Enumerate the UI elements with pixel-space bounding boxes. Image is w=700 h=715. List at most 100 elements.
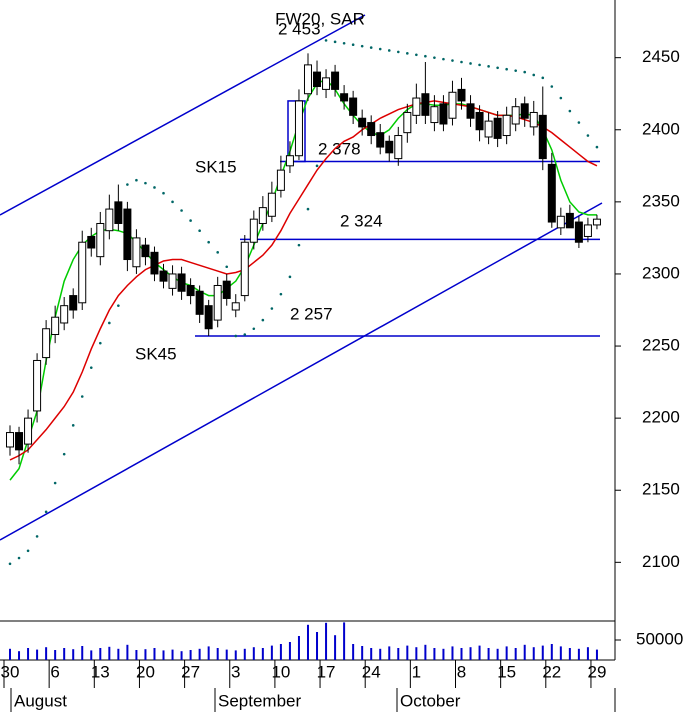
- candle-body: [186, 284, 195, 297]
- sar-dot: [478, 63, 481, 67]
- candle-body: [276, 169, 285, 191]
- sar-dot: [442, 57, 445, 61]
- candle-body: [51, 316, 60, 336]
- sar-dot: [532, 73, 536, 77]
- series-label: SK45: [135, 344, 177, 363]
- candle-body: [303, 64, 312, 95]
- x-tick-label: 22: [542, 662, 561, 681]
- candle-body: [168, 273, 177, 289]
- sar-dot: [351, 43, 355, 46]
- y-tick-label: 2100: [642, 552, 680, 571]
- volume-bar: [90, 650, 93, 660]
- volume-bar: [306, 624, 309, 660]
- candle-body: [24, 417, 33, 445]
- candle-body: [96, 222, 105, 258]
- month-label: August: [14, 691, 67, 710]
- volume-bar: [288, 642, 291, 660]
- volume-bar: [487, 648, 490, 660]
- month-label: September: [218, 691, 301, 710]
- sar-dot: [279, 292, 283, 296]
- volume-bar: [442, 648, 445, 660]
- candle-body: [457, 88, 466, 102]
- volume-bar: [577, 648, 580, 660]
- sar-dot: [252, 327, 256, 331]
- volume-bar: [198, 648, 201, 660]
- sar-dot: [315, 164, 319, 168]
- volume-bar: [550, 644, 553, 660]
- sar-dot: [297, 243, 301, 247]
- sar-dot: [135, 178, 138, 182]
- volume-bar: [370, 648, 373, 660]
- candle-body: [448, 91, 457, 119]
- sar-dot: [126, 183, 129, 186]
- sar-dot: [505, 67, 508, 71]
- candle-body: [502, 114, 511, 137]
- x-tick-label: 1: [412, 662, 421, 681]
- sar-dot: [8, 562, 12, 566]
- volume-bar: [514, 648, 517, 660]
- volume-bar: [45, 647, 48, 660]
- sar-dot: [99, 341, 102, 345]
- volume-bar: [171, 649, 174, 660]
- volume-bar: [27, 648, 30, 660]
- x-tick-label: 20: [136, 662, 155, 681]
- candle-body: [511, 106, 520, 125]
- candle-body: [240, 241, 249, 297]
- volume-bar: [261, 648, 264, 660]
- sar-dot: [53, 481, 57, 485]
- y-tick-label: 2150: [642, 480, 680, 499]
- sar-dot: [44, 510, 48, 514]
- sar-dot: [514, 69, 517, 72]
- volume-bar: [325, 622, 328, 660]
- volume-bar: [388, 646, 391, 660]
- x-tick-label: 30: [1, 662, 20, 681]
- candle-body: [466, 103, 475, 119]
- candle-body: [78, 241, 87, 304]
- level-label: 2 378: [318, 139, 361, 158]
- sar-dot: [62, 452, 66, 456]
- volume-bar: [117, 648, 120, 660]
- x-tick-label: 3: [231, 662, 240, 681]
- x-tick-label: 24: [362, 662, 381, 681]
- sar-dot: [306, 207, 310, 211]
- candle-body: [358, 117, 367, 128]
- sar-dot: [71, 424, 75, 427]
- sar-dot: [406, 52, 409, 55]
- candle-body: [267, 192, 276, 217]
- sar-dot: [378, 47, 382, 51]
- sar-dot: [234, 334, 238, 338]
- sar-dot: [369, 46, 373, 49]
- volume-bar: [225, 649, 228, 660]
- sar-dot: [144, 181, 147, 185]
- sar-dot: [568, 109, 572, 113]
- sar-dot: [541, 76, 545, 80]
- x-tick-label: 17: [317, 662, 336, 681]
- sar-dot: [360, 44, 364, 48]
- candle-body: [556, 215, 565, 229]
- volume-bar: [496, 648, 499, 660]
- y-tick-label: 2250: [642, 336, 680, 355]
- candle-body: [322, 77, 331, 90]
- volume-bar: [126, 644, 129, 660]
- candle-body: [42, 328, 51, 359]
- volume-tick-label: 50000: [636, 629, 683, 648]
- volume-bar: [99, 648, 102, 660]
- x-tick-label: 10: [271, 662, 290, 681]
- series-label: SK15: [195, 157, 237, 176]
- candle-body: [520, 103, 529, 119]
- volume-bar: [451, 646, 454, 660]
- volume-bar: [469, 647, 472, 660]
- candle-body: [258, 207, 267, 224]
- volume-bar: [153, 648, 156, 660]
- sar-dot: [108, 321, 111, 325]
- candle-body: [421, 93, 430, 116]
- sar-dot: [424, 54, 427, 58]
- candle-body: [484, 120, 493, 138]
- candle-body: [349, 97, 358, 116]
- candle-body: [439, 103, 448, 125]
- volume-bar: [559, 646, 562, 660]
- sar-dot: [17, 556, 21, 560]
- candle-body: [367, 122, 376, 137]
- candle-body: [105, 208, 114, 232]
- volume-bar: [36, 649, 39, 660]
